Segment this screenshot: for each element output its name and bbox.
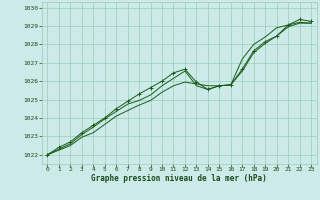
X-axis label: Graphe pression niveau de la mer (hPa): Graphe pression niveau de la mer (hPa)	[91, 174, 267, 183]
